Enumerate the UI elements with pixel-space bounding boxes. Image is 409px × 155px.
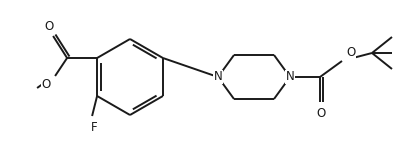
Text: O: O [345, 46, 354, 59]
Text: N: N [213, 71, 222, 84]
Text: O: O [44, 20, 54, 33]
Text: O: O [42, 78, 51, 91]
Text: O: O [316, 107, 325, 120]
Text: N: N [285, 71, 294, 84]
Text: F: F [90, 121, 97, 134]
